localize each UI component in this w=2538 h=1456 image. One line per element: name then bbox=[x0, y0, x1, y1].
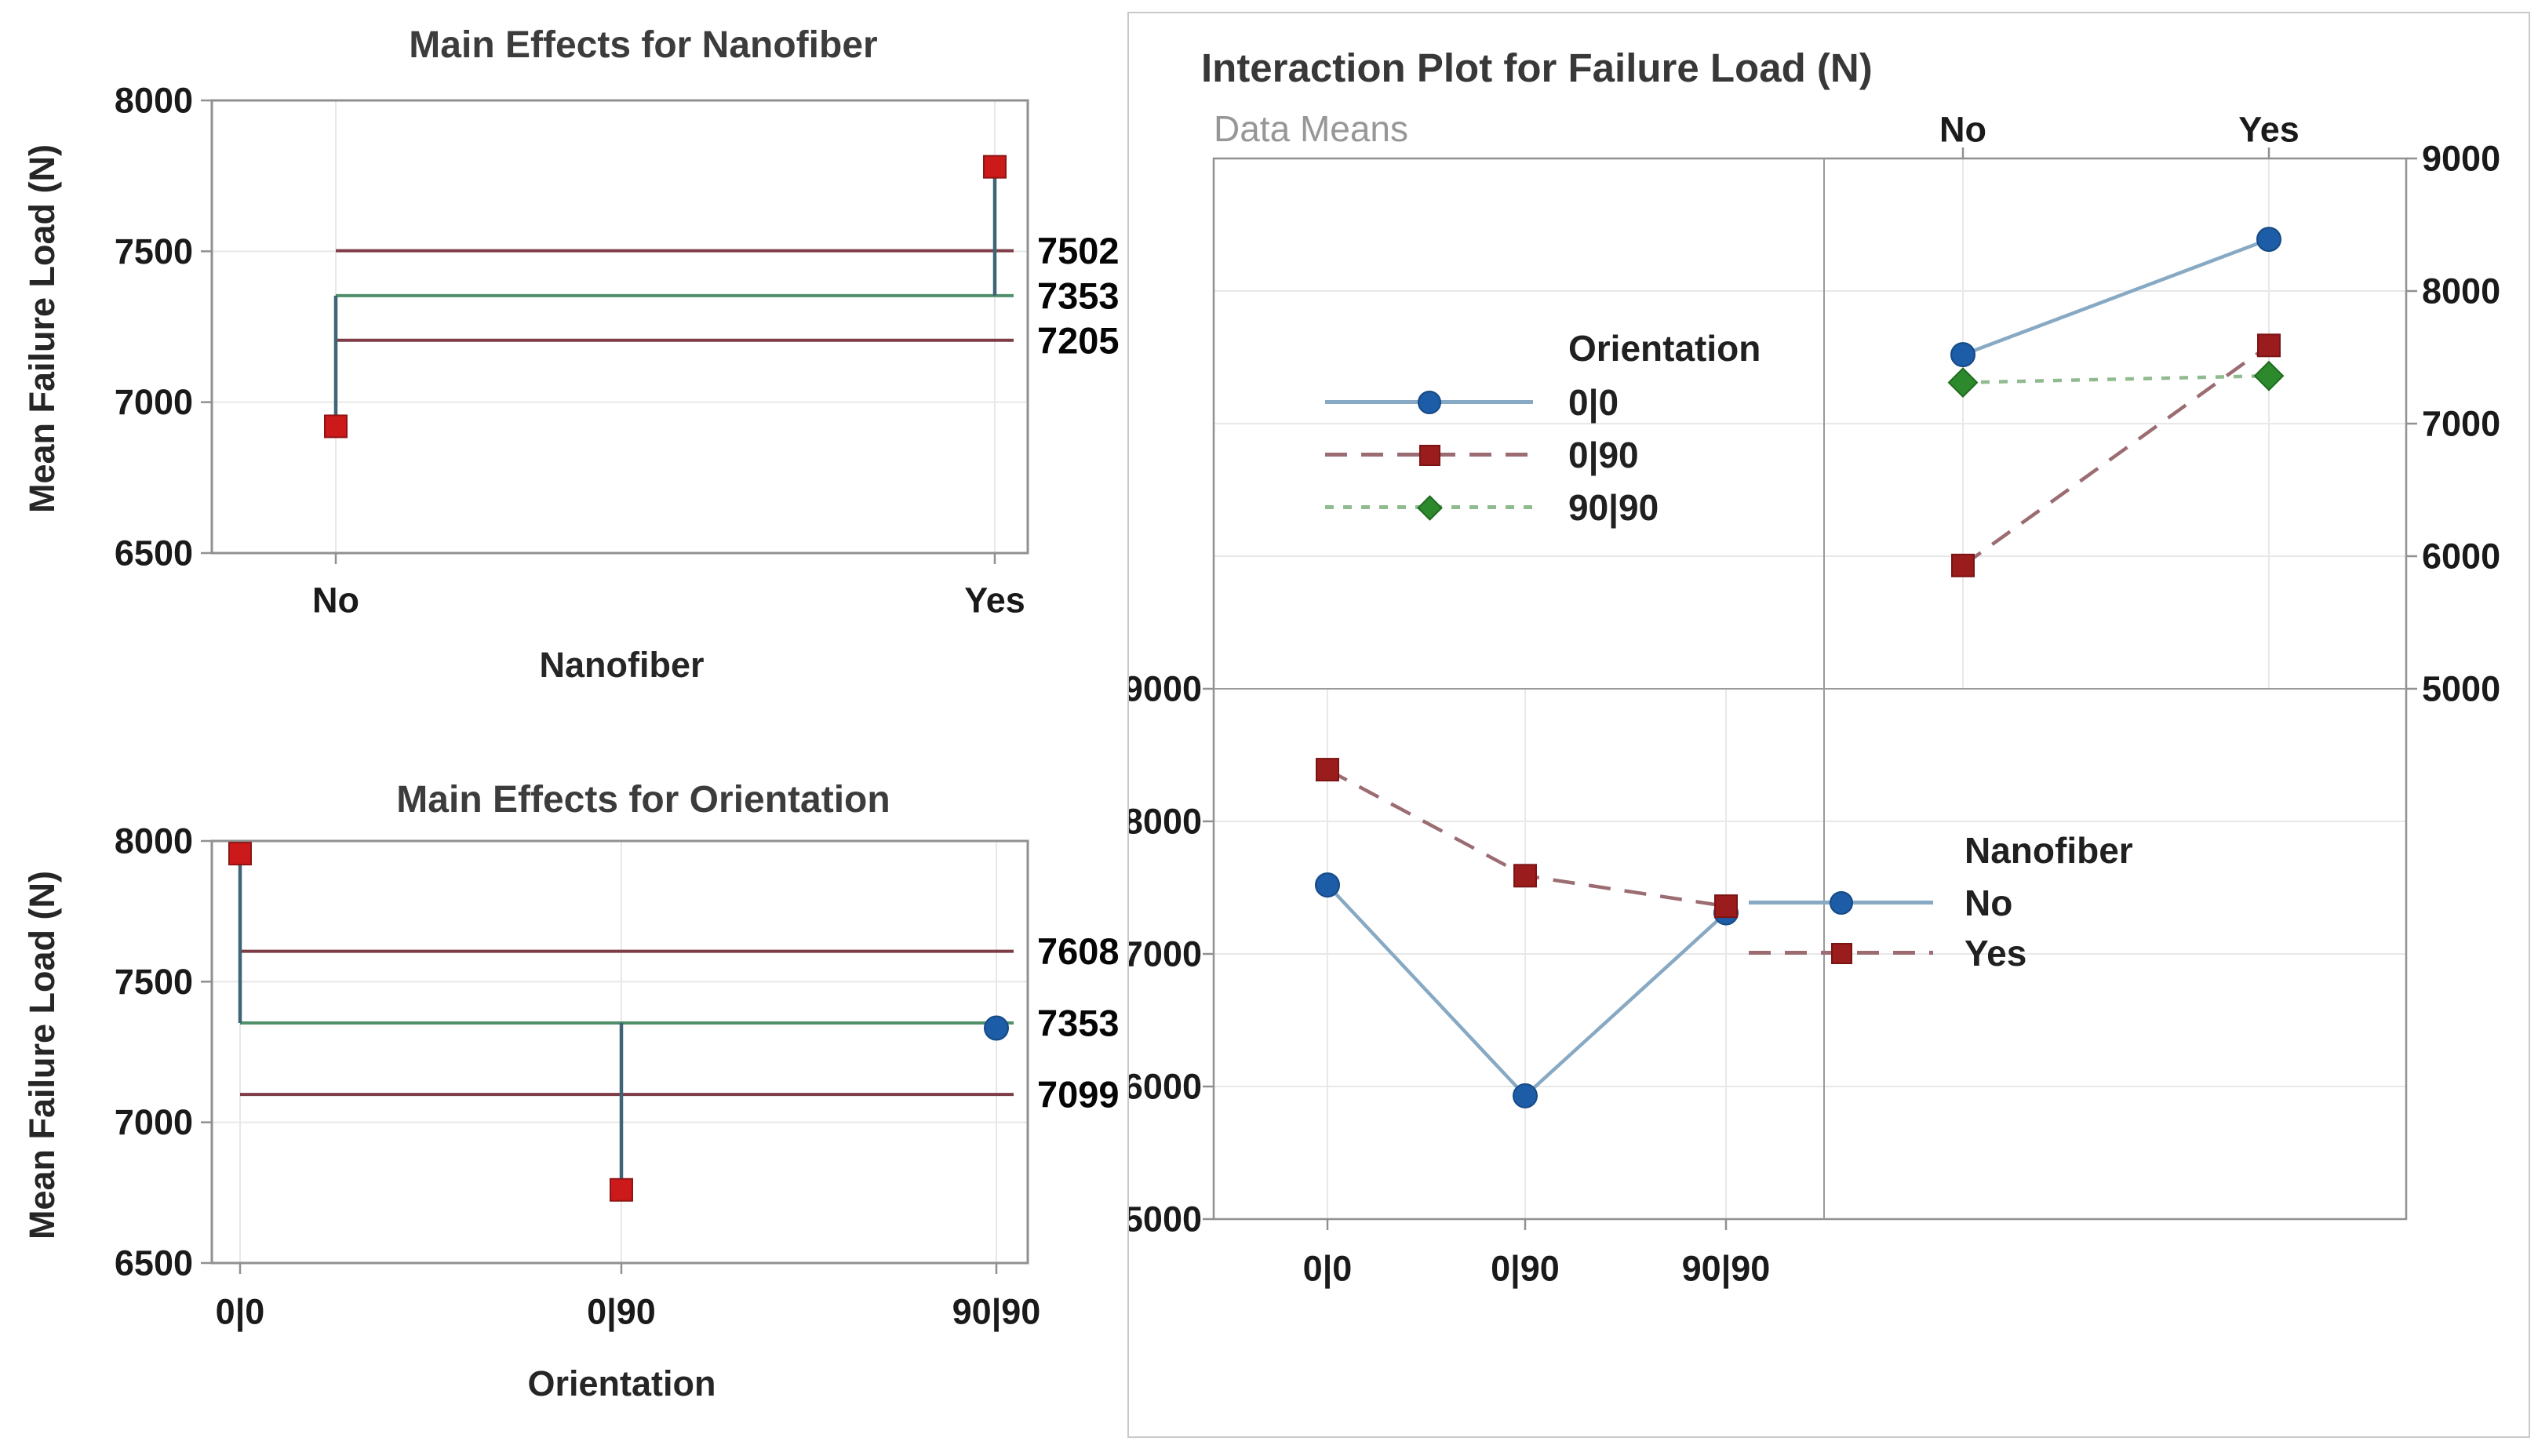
limit-value-label: 7608 bbox=[1037, 930, 1120, 972]
y-tick-label: 7000 bbox=[115, 382, 193, 422]
x-axis-label: Nanofiber bbox=[539, 645, 705, 685]
limit-value-label: 7099 bbox=[1037, 1074, 1120, 1116]
y-tick-label: 7000 bbox=[1129, 934, 1202, 974]
legend-label: 90|90 bbox=[1568, 486, 1659, 528]
y-tick-label: 6500 bbox=[115, 533, 193, 573]
plot-area-interaction: 9000 8000 7000 6000 5000 9000 8000 7000 6000 5000… bbox=[1123, 110, 2500, 1290]
x-tick-label: 0|90 bbox=[1491, 1249, 1560, 1290]
x-tick-label: 90|90 bbox=[952, 1292, 1041, 1333]
square-marker-icon bbox=[1830, 943, 1852, 964]
chart-title: Main Effects for Nanofiber bbox=[409, 24, 878, 66]
series-line-0|90 bbox=[1961, 344, 2270, 567]
legend-item-0-0: 0|0 bbox=[1325, 376, 1761, 428]
series-line-90|90 bbox=[1962, 373, 2270, 384]
series-line-0|0 bbox=[1962, 237, 2270, 357]
square-marker-icon bbox=[1418, 444, 1440, 466]
series-line-No bbox=[1326, 883, 1728, 1098]
chart-title: Interaction Plot for Failure Load (N) bbox=[1201, 46, 1873, 90]
data-point-circle-marker bbox=[984, 1015, 1009, 1041]
y-tick-label: 7500 bbox=[115, 962, 193, 1002]
legend-sample bbox=[1325, 442, 1533, 468]
legend-label: No bbox=[1964, 883, 2013, 923]
x-tick-label: 0|0 bbox=[1303, 1249, 1353, 1290]
y-tick-label: 9000 bbox=[1129, 669, 1202, 709]
data-point-circle-marker bbox=[1315, 872, 1340, 898]
x-tick-label: Yes bbox=[2238, 110, 2299, 150]
data-point-square-marker bbox=[324, 414, 348, 439]
y-tick-label: 8000 bbox=[115, 81, 193, 121]
plot-frame bbox=[210, 839, 1029, 1265]
y-tick-label: 8000 bbox=[115, 821, 193, 861]
data-point-circle-marker bbox=[2256, 227, 2281, 253]
y-tick-label: 7000 bbox=[2422, 404, 2500, 444]
data-point-square-marker bbox=[1316, 758, 1339, 782]
data-point-circle-marker bbox=[1513, 1083, 1538, 1108]
limit-value-label: 7353 bbox=[1037, 1003, 1120, 1044]
y-tick-label: 7500 bbox=[115, 231, 193, 271]
data-point-circle-marker bbox=[1950, 342, 1975, 368]
x-axis-label: Orientation bbox=[527, 1363, 716, 1403]
limit-value-label: 7502 bbox=[1037, 230, 1120, 271]
legend-item-90-90: 90|90 bbox=[1325, 481, 1761, 533]
data-point-diamond-marker bbox=[1947, 367, 1979, 399]
y-tick-label: 7000 bbox=[115, 1102, 193, 1142]
x-tick-label: 0|90 bbox=[587, 1292, 656, 1333]
y-tick-label: 8000 bbox=[1129, 802, 1202, 842]
x-tick-label: No bbox=[312, 581, 359, 621]
y-tick-label: 5000 bbox=[1129, 1199, 1202, 1239]
legend-label: Yes bbox=[1964, 933, 2027, 974]
legend-label: 0|0 bbox=[1568, 381, 1619, 423]
legend-title: Nanofiber bbox=[1964, 830, 2133, 871]
legend-sample bbox=[1325, 494, 1533, 521]
data-point-square-marker bbox=[228, 842, 252, 866]
circle-marker-icon bbox=[1417, 390, 1441, 414]
data-point-square-marker bbox=[2257, 333, 2281, 358]
data-point-square-marker bbox=[1714, 894, 1738, 919]
limit-value-label: 7353 bbox=[1037, 275, 1120, 316]
circle-marker-icon bbox=[1829, 891, 1853, 915]
x-tick-label: No bbox=[1939, 110, 1986, 150]
x-tick-label: Yes bbox=[964, 581, 1025, 621]
y-tick-label: 6500 bbox=[115, 1243, 193, 1283]
plot-frame bbox=[210, 99, 1029, 555]
diamond-marker-icon bbox=[1416, 494, 1443, 521]
y-tick-label: 5000 bbox=[2422, 669, 2500, 709]
figure-main-effects-nanofiber: Main Effects for Nanofiber Mean Failure … bbox=[0, 0, 1127, 706]
legend-sample bbox=[1749, 940, 1933, 966]
legend-sample bbox=[1325, 389, 1533, 416]
legend-item-yes: Yes bbox=[1749, 928, 2133, 978]
legend-label: 0|90 bbox=[1568, 434, 1639, 475]
y-tick-label: 6000 bbox=[1129, 1067, 1202, 1107]
legend-nanofiber: Nanofiber No Yes bbox=[1749, 829, 2133, 978]
data-point-square-marker bbox=[610, 1178, 633, 1202]
data-point-square-marker bbox=[983, 155, 1007, 179]
data-point-square-marker bbox=[1951, 553, 1975, 577]
legend-sample bbox=[1749, 890, 1933, 916]
y-tick-label: 9000 bbox=[2422, 139, 2500, 179]
legend-title: Orientation bbox=[1568, 328, 1761, 369]
data-point-diamond-marker bbox=[2253, 360, 2285, 391]
figure-interaction-plot: Interaction Plot for Failure Load (N) Da… bbox=[1123, 12, 2530, 1438]
chart-title: Main Effects for Orientation bbox=[396, 779, 890, 821]
y-tick-label: 8000 bbox=[2422, 271, 2500, 311]
legend-orientation: Orientation 0|0 0|90 bbox=[1325, 327, 1761, 533]
x-tick-label: 90|90 bbox=[1682, 1249, 1771, 1290]
legend-item-0-90: 0|90 bbox=[1325, 428, 1761, 481]
legend-item-no: No bbox=[1749, 878, 2133, 928]
limit-value-label: 7205 bbox=[1037, 319, 1120, 361]
y-tick-label: 6000 bbox=[2422, 537, 2500, 577]
data-point-square-marker bbox=[1513, 864, 1537, 888]
plot-area-orientation: 8000 7500 7000 6500 0|0 0|90 90|90 7608 7353 7099 bbox=[115, 821, 1120, 1333]
chart-subtitle: Data Means bbox=[1214, 108, 1409, 149]
x-tick-label: 0|0 bbox=[216, 1292, 265, 1333]
figure-main-effects-orientation: Main Effects for Orientation Mean Failur… bbox=[0, 706, 1127, 1456]
